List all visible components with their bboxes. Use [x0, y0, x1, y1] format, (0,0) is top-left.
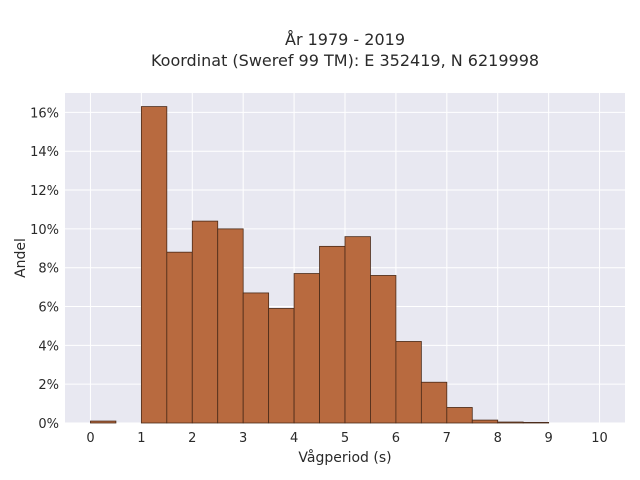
y-tick-label: 6% [38, 301, 59, 316]
histogram-bar [344, 236, 371, 424]
histogram-bar [497, 421, 524, 424]
histogram-bar [140, 106, 168, 424]
histogram-bar [370, 275, 397, 424]
y-axis-ticks: 0% 2% 4% 6% 8% 10% 12% 14% 16% [30, 106, 59, 432]
chart-title-line2: Koordinat (Sweref 99 TM): E 352419, N 62… [151, 51, 539, 70]
histogram-bar [268, 308, 295, 424]
x-tick-label: 4 [290, 431, 298, 446]
y-tick-label: 10% [30, 223, 59, 238]
y-tick-label: 8% [38, 262, 59, 277]
histogram-bar [166, 251, 193, 424]
y-tick-label: 16% [30, 106, 59, 121]
x-tick-label: 10 [591, 431, 608, 446]
x-tick-label: 5 [341, 431, 349, 446]
histogram-bar [420, 381, 448, 424]
histogram-bar [217, 228, 244, 424]
histogram-bar [395, 341, 422, 424]
x-tick-label: 9 [544, 431, 552, 446]
histogram-bar [90, 420, 117, 424]
x-tick-label: 3 [239, 431, 247, 446]
x-tick-label: 7 [443, 431, 451, 446]
x-tick-label: 6 [392, 431, 400, 446]
y-tick-label: 0% [38, 417, 59, 432]
y-tick-label: 14% [30, 145, 59, 160]
y-tick-label: 12% [30, 184, 59, 199]
histogram-bar [293, 273, 320, 424]
chart-title-line1: År 1979 - 2019 [285, 30, 405, 49]
x-tick-label: 2 [188, 431, 196, 446]
y-tick-label: 4% [38, 339, 59, 354]
y-axis-label: Andel [13, 238, 29, 278]
histogram-bar [446, 407, 473, 424]
x-tick-label: 8 [494, 431, 502, 446]
x-axis-label: Vågperiod (s) [298, 449, 391, 466]
histogram-bar [471, 419, 499, 424]
histogram-bars [90, 106, 550, 424]
histogram-bar [242, 292, 270, 424]
x-axis-ticks: 0 1 2 3 4 5 6 7 8 9 10 [86, 431, 608, 446]
histogram-bar [319, 245, 346, 424]
histogram-bar [191, 220, 219, 424]
histogram-bar [522, 422, 550, 424]
y-tick-label: 2% [38, 378, 59, 393]
x-tick-label: 1 [137, 431, 145, 446]
x-tick-label: 0 [86, 431, 94, 446]
